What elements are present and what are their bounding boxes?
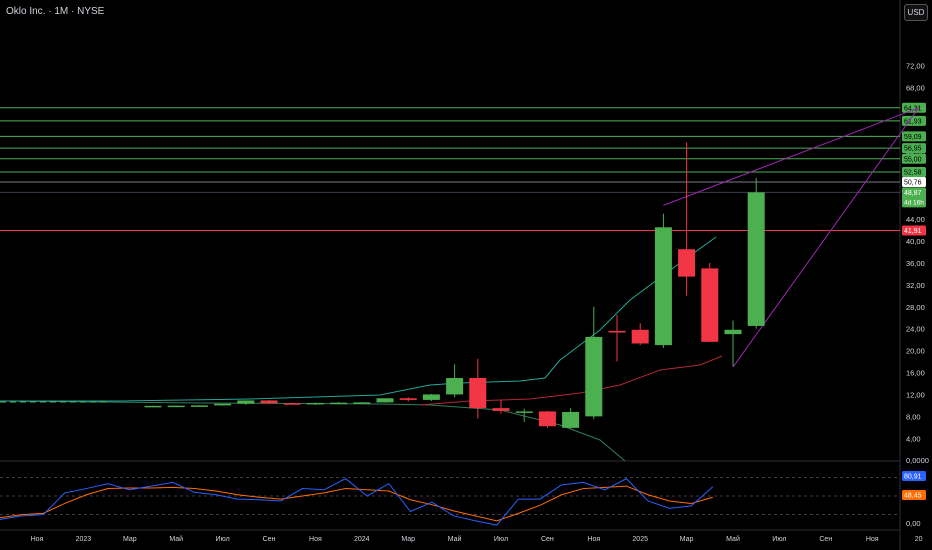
time-axis-label: Май xyxy=(726,535,740,543)
price-axis-tick: 28,00 xyxy=(906,303,925,312)
candle-body xyxy=(562,411,580,428)
time-axis-label: Мар xyxy=(123,536,137,543)
time-axis-label: Июл xyxy=(494,536,508,543)
time-axis-label: Ноя xyxy=(587,536,600,543)
candle-body xyxy=(608,330,626,333)
time-axis-label: Сен xyxy=(819,536,832,543)
price-level-label: 61,93 xyxy=(904,118,922,125)
price-level-label: 64,31 xyxy=(904,105,922,112)
price-axis-tick: 44,00 xyxy=(906,215,925,224)
price-level-label-bg xyxy=(902,143,926,154)
time-axis-label: Июл xyxy=(772,536,786,543)
candle-body xyxy=(283,403,301,405)
price-axis-tick: 32,00 xyxy=(906,281,925,290)
price-level-label: 48,87 xyxy=(904,190,922,197)
price-axis-tick: 68,00 xyxy=(906,84,925,93)
price-level-label-bg xyxy=(902,167,926,178)
price-axis-tick: 40,00 xyxy=(906,237,925,246)
price-level-label-bg xyxy=(902,102,926,113)
moving-average-line xyxy=(0,236,717,402)
candle-body xyxy=(538,411,556,427)
oscillator-value-label: 48,45 xyxy=(904,493,922,500)
candle-body xyxy=(422,394,440,400)
candle-body xyxy=(353,402,371,404)
moving-average-line xyxy=(0,400,626,462)
price-level-label: 59,09 xyxy=(904,134,922,141)
candle-body xyxy=(492,408,510,411)
price-level-label: 41,91 xyxy=(904,228,922,235)
price-axis-tick: 8,00 xyxy=(906,412,921,421)
oscillator-main-line xyxy=(0,478,714,526)
candle-body xyxy=(237,400,255,404)
price-level-label-bg xyxy=(902,131,926,142)
countdown-label: 4d 16h xyxy=(904,199,924,206)
price-axis-tick: 12,00 xyxy=(906,390,925,399)
time-axis-label: Май xyxy=(169,535,183,543)
time-axis-label: Июл xyxy=(215,536,229,543)
price-axis-tick: 24,00 xyxy=(906,325,925,334)
oscillator-signal-line xyxy=(0,485,713,522)
price-level-label: 52,58 xyxy=(904,170,922,177)
oscillator-value-bg xyxy=(902,490,926,500)
price-level-label-bg xyxy=(902,225,926,236)
candle-body xyxy=(701,268,719,342)
candle-body xyxy=(376,398,394,403)
candle-body xyxy=(214,403,232,406)
price-level-label-bg xyxy=(902,153,926,164)
candle-body xyxy=(330,402,348,405)
price-axis-tick: 72,00 xyxy=(906,62,925,71)
price-axis-tick: 36,00 xyxy=(906,259,925,268)
time-axis-label: 2025 xyxy=(632,536,648,543)
oscillator-axis-tick: 0,00 xyxy=(906,519,921,528)
channel-trendline xyxy=(663,107,919,206)
candle-body xyxy=(724,329,742,335)
time-axis-label: Май xyxy=(448,535,462,543)
candle-body xyxy=(747,192,765,326)
time-axis-label: Сен xyxy=(541,536,554,543)
currency-button[interactable]: USD xyxy=(904,4,928,21)
time-axis-label: Ноя xyxy=(309,536,322,543)
candle-body xyxy=(469,378,487,409)
candle-body xyxy=(260,400,278,404)
price-axis-tick: 20,00 xyxy=(906,347,925,356)
price-level-label: 50,76 xyxy=(904,180,922,187)
time-axis-label: 20 xyxy=(915,536,923,543)
price-level-label: 56,95 xyxy=(904,146,922,153)
price-axis-tick: 16,00 xyxy=(906,369,925,378)
price-level-label-bg xyxy=(902,187,926,208)
price-axis-tick: 4,00 xyxy=(906,434,921,443)
time-axis-label: 2023 xyxy=(76,536,92,543)
candle-body xyxy=(678,249,696,277)
time-axis-label: Ноя xyxy=(31,536,44,543)
candle-body xyxy=(306,402,324,405)
price-level-label-bg xyxy=(902,177,926,188)
candle-body xyxy=(399,398,417,400)
price-level-label: 55,00 xyxy=(904,156,922,163)
time-axis-label: Ноя xyxy=(866,536,879,543)
candle-body xyxy=(585,336,603,417)
price-axis-tick: 0,0000 xyxy=(906,456,929,465)
time-axis-label: Мар xyxy=(401,536,415,543)
time-axis-label: Сен xyxy=(263,536,276,543)
candle-body xyxy=(654,227,672,346)
candle-body xyxy=(515,411,533,413)
chart-title: Oklo Inc. · 1М · NYSE xyxy=(6,6,105,17)
oscillator-value-label: 80,91 xyxy=(904,474,922,481)
candle-body xyxy=(631,329,649,344)
candle-body xyxy=(167,405,185,408)
candle-body xyxy=(446,378,464,395)
time-axis-label: Мар xyxy=(680,536,694,543)
time-axis-label: 2024 xyxy=(354,536,370,543)
oscillator-value-bg xyxy=(902,471,926,481)
candle-body xyxy=(190,405,208,407)
candle-body xyxy=(144,405,162,408)
